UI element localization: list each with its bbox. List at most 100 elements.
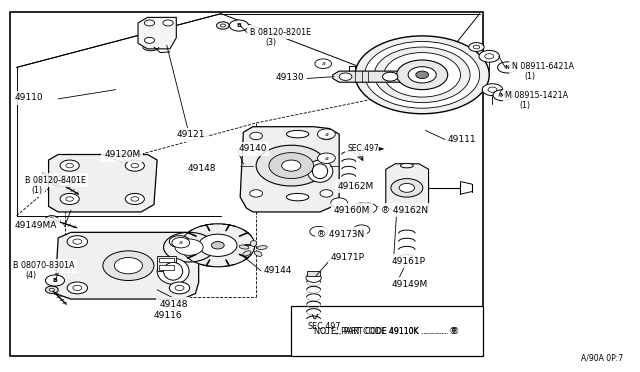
Polygon shape: [49, 154, 157, 212]
Text: a: a: [324, 132, 328, 137]
Text: 49160M: 49160M: [334, 206, 371, 215]
Circle shape: [52, 179, 65, 186]
Text: (1): (1): [519, 101, 531, 110]
Circle shape: [54, 175, 73, 186]
Text: (3): (3): [266, 38, 277, 47]
Circle shape: [468, 42, 484, 51]
Circle shape: [66, 197, 74, 201]
Ellipse shape: [287, 193, 309, 201]
Circle shape: [384, 52, 461, 97]
Circle shape: [482, 84, 502, 96]
Circle shape: [320, 132, 333, 140]
Circle shape: [175, 239, 203, 255]
Text: ® 49162N: ® 49162N: [381, 206, 428, 215]
Text: 49111: 49111: [448, 135, 476, 144]
Text: NOTE; PART CODE 49110K ........... ®: NOTE; PART CODE 49110K ........... ®: [317, 327, 456, 336]
Bar: [159, 257, 174, 262]
Circle shape: [60, 160, 79, 171]
Circle shape: [216, 22, 229, 29]
Text: 49130: 49130: [275, 73, 304, 82]
Text: (1): (1): [524, 72, 536, 81]
Circle shape: [52, 179, 65, 186]
Circle shape: [269, 153, 314, 179]
Circle shape: [67, 235, 88, 247]
Circle shape: [180, 224, 255, 267]
Circle shape: [170, 282, 189, 294]
Circle shape: [66, 163, 74, 168]
Ellipse shape: [250, 240, 257, 246]
Circle shape: [365, 41, 479, 108]
Circle shape: [497, 62, 516, 73]
Text: B 08070-8301A: B 08070-8301A: [13, 261, 75, 270]
Circle shape: [484, 54, 493, 59]
Ellipse shape: [312, 164, 328, 179]
Ellipse shape: [401, 163, 413, 168]
Text: 49149MA: 49149MA: [15, 221, 57, 230]
Text: B: B: [61, 178, 66, 183]
Circle shape: [145, 20, 155, 26]
Polygon shape: [55, 232, 198, 299]
Circle shape: [331, 198, 348, 208]
Text: a: a: [366, 206, 370, 211]
Ellipse shape: [239, 245, 249, 249]
Ellipse shape: [287, 131, 309, 138]
Text: 49148: 49148: [187, 164, 216, 173]
Circle shape: [170, 235, 189, 247]
Circle shape: [56, 181, 61, 184]
Circle shape: [56, 181, 61, 184]
Ellipse shape: [164, 262, 182, 280]
Circle shape: [131, 197, 139, 201]
Text: M 08915-1421A: M 08915-1421A: [505, 91, 568, 100]
Circle shape: [374, 47, 470, 103]
Circle shape: [250, 132, 262, 140]
Polygon shape: [333, 71, 416, 82]
Circle shape: [320, 190, 333, 197]
Ellipse shape: [254, 251, 262, 256]
Text: a: a: [324, 156, 328, 161]
Circle shape: [282, 160, 301, 171]
Polygon shape: [386, 164, 429, 212]
Circle shape: [175, 285, 184, 291]
Circle shape: [416, 71, 429, 78]
Circle shape: [220, 24, 225, 27]
Text: 49120M: 49120M: [104, 150, 140, 159]
Text: 49140: 49140: [238, 144, 267, 153]
Circle shape: [115, 257, 143, 274]
Circle shape: [488, 87, 497, 92]
Circle shape: [164, 232, 214, 262]
Ellipse shape: [157, 258, 189, 284]
Circle shape: [45, 216, 58, 223]
Circle shape: [493, 90, 512, 101]
Circle shape: [198, 234, 237, 256]
Text: 49110: 49110: [15, 93, 44, 102]
Bar: [10, 12, 483, 356]
Text: NOTE; PART CODE 49110K ........... ®: NOTE; PART CODE 49110K ........... ®: [314, 327, 460, 336]
Circle shape: [49, 218, 54, 221]
Circle shape: [229, 20, 248, 31]
Text: B: B: [236, 23, 241, 28]
Text: SEC.497: SEC.497: [307, 321, 340, 331]
Circle shape: [353, 225, 370, 235]
Text: A/90A 0P:7: A/90A 0P:7: [581, 353, 623, 362]
Circle shape: [211, 241, 224, 249]
Circle shape: [49, 288, 54, 291]
Circle shape: [408, 67, 436, 83]
Text: 49144: 49144: [264, 266, 292, 275]
Text: (4): (4): [25, 271, 36, 280]
Circle shape: [310, 227, 328, 237]
Text: a: a: [321, 61, 325, 66]
Circle shape: [60, 193, 79, 205]
Ellipse shape: [357, 205, 366, 208]
Text: 49116: 49116: [154, 311, 182, 320]
Circle shape: [306, 273, 321, 282]
Bar: [157, 256, 176, 271]
Ellipse shape: [243, 251, 251, 256]
Circle shape: [397, 60, 448, 90]
Text: 49148: 49148: [159, 300, 188, 309]
Ellipse shape: [353, 203, 369, 210]
Circle shape: [315, 59, 332, 68]
Text: 49162M: 49162M: [338, 182, 374, 190]
Circle shape: [399, 183, 415, 192]
Text: 49121: 49121: [176, 130, 205, 140]
Circle shape: [45, 275, 65, 286]
